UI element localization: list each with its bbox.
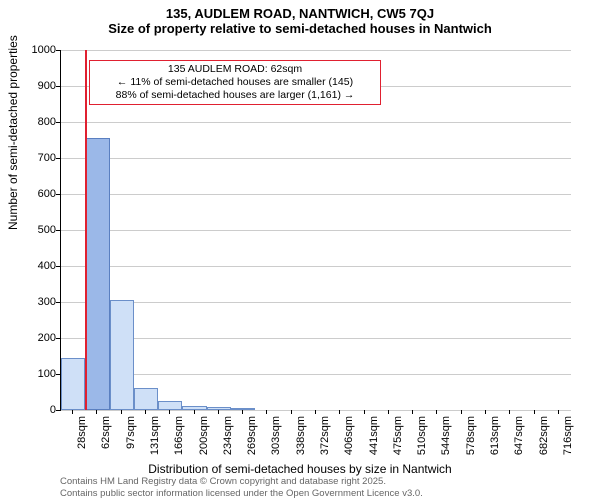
y-axis-label: Number of semi-detached properties: [6, 35, 20, 230]
x-tick-label: 166sqm: [173, 416, 185, 455]
y-tick-label: 600: [16, 188, 56, 200]
x-tick-mark: [266, 410, 267, 414]
y-tick-label: 400: [16, 260, 56, 272]
x-tick-mark: [436, 410, 437, 414]
chart-title-line1: 135, AUDLEM ROAD, NANTWICH, CW5 7QJ: [0, 0, 600, 21]
y-tick-mark: [56, 374, 60, 375]
x-tick-label: 372sqm: [319, 416, 331, 455]
x-tick-label: 716sqm: [562, 416, 574, 455]
y-tick-mark: [56, 158, 60, 159]
chart-title-line2: Size of property relative to semi-detach…: [0, 21, 600, 40]
y-tick-mark: [56, 410, 60, 411]
gridline: [61, 194, 571, 195]
x-tick-label: 578sqm: [465, 416, 477, 455]
x-tick-mark: [558, 410, 559, 414]
x-tick-label: 441sqm: [368, 416, 380, 455]
y-tick-label: 900: [16, 80, 56, 92]
gridline: [61, 338, 571, 339]
x-tick-label: 682sqm: [538, 416, 550, 455]
x-tick-mark: [315, 410, 316, 414]
x-tick-label: 338sqm: [295, 416, 307, 455]
bar: [231, 408, 255, 410]
x-tick-mark: [169, 410, 170, 414]
annotation-box: 135 AUDLEM ROAD: 62sqm ← 11% of semi-det…: [89, 60, 381, 105]
x-tick-mark: [218, 410, 219, 414]
x-tick-mark: [121, 410, 122, 414]
x-tick-label: 97sqm: [125, 416, 137, 449]
y-tick-label: 1000: [16, 44, 56, 56]
gridline: [61, 158, 571, 159]
x-axis-label: Distribution of semi-detached houses by …: [0, 462, 600, 476]
x-tick-mark: [194, 410, 195, 414]
x-tick-label: 613sqm: [489, 416, 501, 455]
y-tick-label: 300: [16, 296, 56, 308]
x-tick-mark: [534, 410, 535, 414]
x-tick-mark: [291, 410, 292, 414]
bar: [158, 401, 182, 410]
x-tick-label: 62sqm: [100, 416, 112, 449]
footer-line2: Contains public sector information licen…: [60, 488, 423, 499]
gridline: [61, 266, 571, 267]
x-tick-label: 200sqm: [198, 416, 210, 455]
bar: [110, 300, 134, 410]
x-tick-mark: [72, 410, 73, 414]
y-tick-mark: [56, 230, 60, 231]
x-tick-label: 510sqm: [416, 416, 428, 455]
bar: [85, 138, 109, 410]
gridline: [61, 302, 571, 303]
y-tick-label: 500: [16, 224, 56, 236]
y-tick-mark: [56, 266, 60, 267]
x-tick-mark: [509, 410, 510, 414]
x-tick-mark: [96, 410, 97, 414]
x-tick-label: 303sqm: [270, 416, 282, 455]
y-tick-mark: [56, 302, 60, 303]
chart-container: 135, AUDLEM ROAD, NANTWICH, CW5 7QJ Size…: [0, 0, 600, 500]
annotation-line2: ← 11% of semi-detached houses are smalle…: [94, 76, 376, 89]
y-tick-mark: [56, 50, 60, 51]
gridline: [61, 50, 571, 51]
x-tick-mark: [242, 410, 243, 414]
y-tick-label: 100: [16, 368, 56, 380]
gridline: [61, 410, 571, 411]
y-tick-label: 0: [16, 404, 56, 416]
annotation-line1: 135 AUDLEM ROAD: 62sqm: [94, 63, 376, 76]
bar: [207, 407, 231, 410]
x-tick-mark: [485, 410, 486, 414]
y-tick-mark: [56, 122, 60, 123]
y-tick-label: 800: [16, 116, 56, 128]
footer-line1: Contains HM Land Registry data © Crown c…: [60, 476, 423, 487]
gridline: [61, 374, 571, 375]
x-tick-label: 406sqm: [343, 416, 355, 455]
x-tick-mark: [388, 410, 389, 414]
x-tick-label: 269sqm: [246, 416, 258, 455]
plot-area: 135 AUDLEM ROAD: 62sqm ← 11% of semi-det…: [60, 50, 571, 411]
highlight-line: [85, 50, 87, 410]
x-tick-label: 544sqm: [440, 416, 452, 455]
y-tick-mark: [56, 194, 60, 195]
x-tick-mark: [412, 410, 413, 414]
x-tick-mark: [364, 410, 365, 414]
x-tick-mark: [339, 410, 340, 414]
annotation-line3: 88% of semi-detached houses are larger (…: [94, 89, 376, 102]
x-tick-label: 475sqm: [392, 416, 404, 455]
chart-footer: Contains HM Land Registry data © Crown c…: [60, 476, 423, 499]
x-tick-label: 647sqm: [513, 416, 525, 455]
bar: [61, 358, 85, 410]
gridline: [61, 230, 571, 231]
y-tick-mark: [56, 338, 60, 339]
x-tick-mark: [145, 410, 146, 414]
y-tick-mark: [56, 86, 60, 87]
x-tick-label: 131sqm: [149, 416, 161, 455]
y-tick-label: 200: [16, 332, 56, 344]
x-tick-label: 28sqm: [76, 416, 88, 449]
y-tick-label: 700: [16, 152, 56, 164]
gridline: [61, 122, 571, 123]
bar: [182, 406, 206, 410]
bar: [134, 388, 158, 410]
x-tick-label: 234sqm: [222, 416, 234, 455]
x-tick-mark: [461, 410, 462, 414]
